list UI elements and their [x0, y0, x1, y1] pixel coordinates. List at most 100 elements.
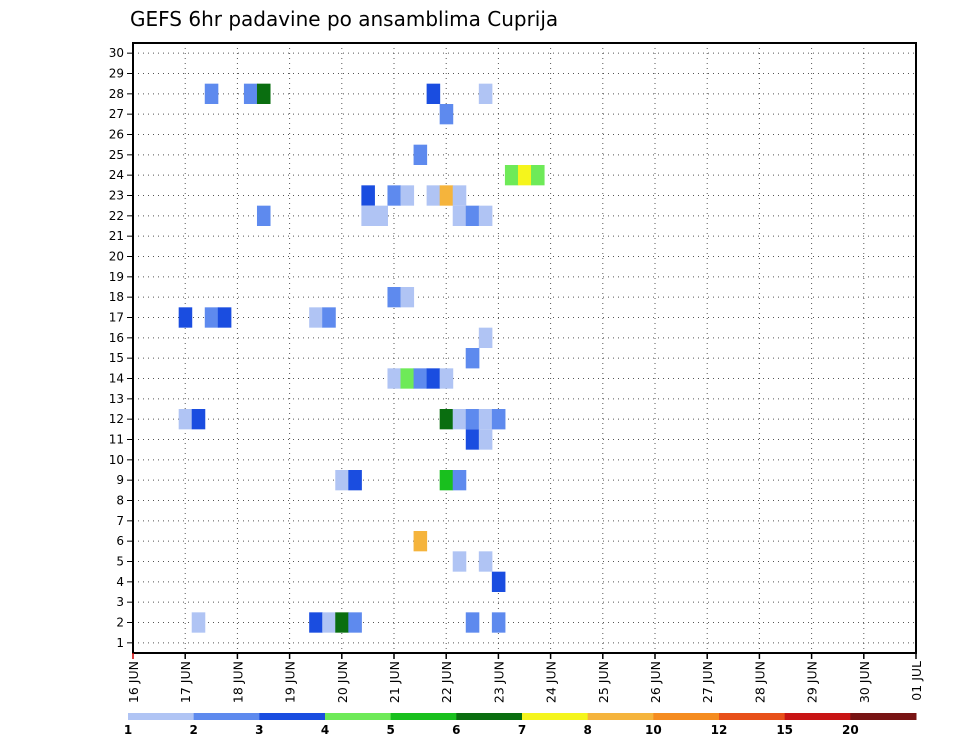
data-cell	[178, 307, 193, 328]
y-tick-label: 20	[109, 250, 124, 264]
y-tick-label: 12	[109, 412, 124, 426]
data-cell	[413, 531, 428, 552]
data-cell	[452, 409, 467, 430]
data-cell	[348, 470, 362, 491]
data-cell	[348, 612, 362, 633]
colorbar-segment	[390, 713, 457, 720]
data-cell	[491, 571, 506, 592]
grid	[133, 43, 916, 653]
data-cell	[478, 409, 493, 430]
y-tick-label: 27	[109, 107, 124, 121]
data-cell	[387, 287, 402, 308]
data-cell	[400, 368, 415, 389]
data-cell	[387, 185, 402, 206]
y-axis: 1234567891011121314151617181920212223242…	[109, 46, 133, 650]
data-cell	[335, 470, 349, 491]
y-tick-label: 2	[116, 616, 124, 630]
colorbar-label: 5	[386, 723, 394, 737]
colorbar-segment	[325, 713, 392, 720]
data-cell	[439, 409, 454, 430]
data-cell	[452, 205, 467, 226]
y-tick-label: 10	[109, 453, 124, 467]
colorbar-label: 15	[776, 723, 793, 737]
chart-title: GEFS 6hr padavine po ansamblima Cuprija	[130, 7, 558, 31]
x-tick-label: 22 JUN	[439, 661, 454, 703]
data-cell	[191, 612, 206, 633]
data-cell	[452, 551, 467, 572]
data-cell	[465, 612, 480, 633]
y-tick-label: 16	[109, 331, 124, 345]
colorbar-label: 8	[583, 723, 591, 737]
colorbar-label: 10	[645, 723, 662, 737]
y-tick-label: 30	[109, 46, 124, 60]
data-cell	[322, 307, 336, 328]
data-cell	[439, 470, 454, 491]
y-tick-label: 15	[109, 351, 124, 365]
colorbar: 1 2 3 4 5 6 7 8 10 12 15 20	[124, 713, 917, 737]
data-cell	[322, 612, 336, 633]
data-cell	[309, 307, 323, 328]
data-cell	[478, 327, 493, 348]
y-tick-label: 5	[116, 555, 124, 569]
y-tick-label: 6	[116, 534, 124, 548]
data-cell	[400, 185, 415, 206]
y-tick-label: 19	[109, 270, 124, 284]
y-tick-label: 24	[109, 168, 124, 182]
data-cell	[439, 185, 454, 206]
x-tick-label: 24 JUN	[544, 661, 559, 703]
y-tick-label: 13	[109, 392, 124, 406]
data-cell	[478, 83, 493, 104]
data-cell	[387, 368, 402, 389]
y-tick-label: 26	[109, 128, 124, 142]
y-tick-label: 23	[109, 189, 124, 203]
data-cell	[413, 368, 428, 389]
colorbar-label: 6	[452, 723, 460, 737]
x-tick-label: 01 JUL	[909, 661, 924, 701]
y-tick-label: 21	[109, 229, 124, 243]
data-cell	[413, 144, 428, 165]
colorbar-segment	[653, 713, 720, 720]
colorbar-label: 2	[189, 723, 197, 737]
data-cell	[465, 348, 480, 369]
y-tick-label: 28	[109, 87, 124, 101]
x-tick-label: 27 JUN	[700, 661, 715, 703]
x-tick-label: 21 JUN	[387, 661, 402, 703]
data-cell	[256, 205, 271, 226]
x-tick-label: 28 JUN	[752, 661, 767, 703]
colorbar-segment	[193, 713, 260, 720]
plot-frame	[132, 42, 917, 654]
x-tick-label: 29 JUN	[805, 661, 820, 703]
data-cell	[439, 104, 454, 125]
data-cell	[426, 83, 441, 104]
data-cell	[217, 307, 232, 328]
data-cell	[491, 409, 506, 430]
colorbar-label: 7	[518, 723, 526, 737]
data-cell	[361, 205, 375, 226]
y-tick-label: 1	[116, 636, 124, 650]
x-tick-label: 19 JUN	[283, 661, 298, 703]
x-tick-label: 30 JUN	[857, 661, 872, 703]
y-tick-label: 17	[109, 311, 124, 325]
y-tick-label: 4	[116, 575, 124, 589]
data-cell	[478, 429, 493, 450]
x-tick-label: 18 JUN	[230, 661, 245, 703]
x-axis: 16 JUN 17 JUN 18 JUN 19 JUN 20 JUN 21 JUN 22 J…	[126, 653, 924, 703]
data-cell	[309, 612, 323, 633]
data-cell	[478, 551, 493, 572]
data-cell	[465, 205, 480, 226]
data-cell	[426, 368, 441, 389]
x-tick-label: 26 JUN	[648, 661, 663, 703]
data-cell	[452, 470, 467, 491]
colorbar-segment	[522, 713, 589, 720]
data-cell	[465, 409, 480, 430]
y-tick-label: 25	[109, 148, 124, 162]
colorbar-segment	[456, 713, 523, 720]
y-tick-label: 22	[109, 209, 124, 223]
data-cell	[531, 165, 545, 186]
colorbar-segment	[128, 713, 195, 720]
data-cell	[491, 612, 506, 633]
x-tick-label: 23 JUN	[491, 661, 506, 703]
x-tick-label: 25 JUN	[596, 661, 611, 703]
y-tick-label: 14	[109, 372, 124, 386]
data-cell	[204, 307, 219, 328]
